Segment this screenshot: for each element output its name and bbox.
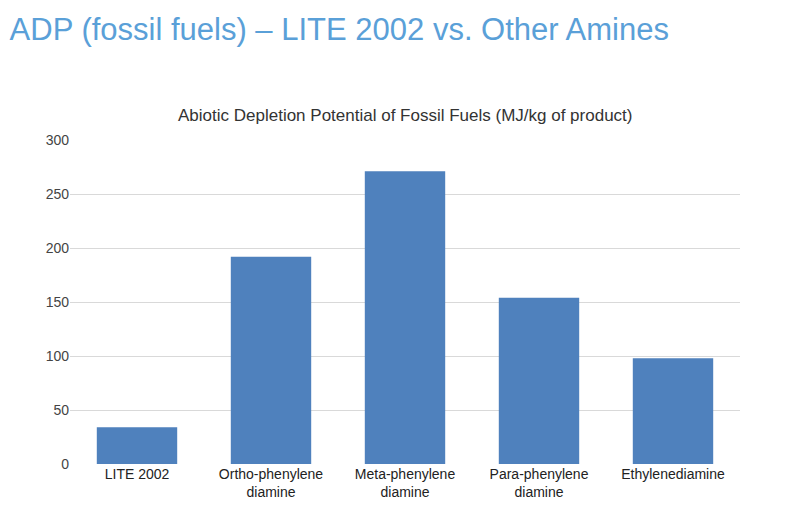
svg-text:Ortho-phenylenediamine: Ortho-phenylenediamine: [219, 466, 324, 500]
svg-text:LITE 2002: LITE 2002: [105, 466, 170, 482]
svg-text:Abiotic Depletion Potential of: Abiotic Depletion Potential of Fossil Fu…: [178, 106, 632, 125]
svg-text:50: 50: [53, 402, 69, 418]
svg-text:250: 250: [46, 186, 70, 202]
svg-text:Para-phenylenediamine: Para-phenylenediamine: [490, 466, 589, 500]
svg-text:Ethylenediamine: Ethylenediamine: [621, 466, 725, 482]
svg-text:100: 100: [46, 348, 70, 364]
svg-text:ADP (fossil fuels) – LITE 2002: ADP (fossil fuels) – LITE 2002 vs. Other…: [10, 12, 669, 47]
svg-text:0: 0: [61, 456, 69, 472]
svg-text:150: 150: [46, 294, 70, 310]
svg-text:Meta-phenylenediamine: Meta-phenylenediamine: [355, 466, 456, 500]
svg-text:200: 200: [46, 240, 70, 256]
svg-text:300: 300: [46, 132, 70, 148]
